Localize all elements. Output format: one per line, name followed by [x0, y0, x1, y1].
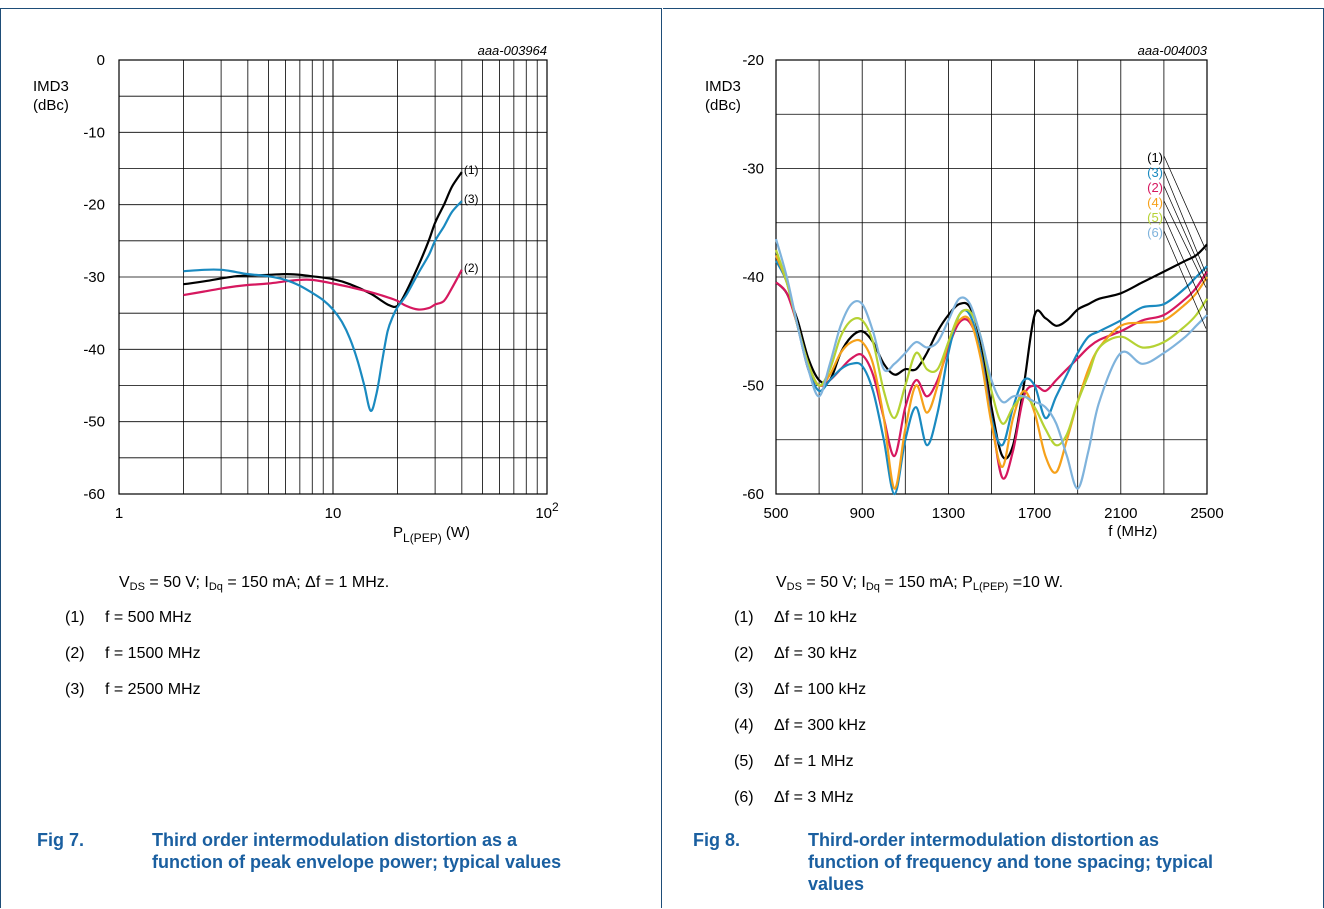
y-tick-label: -20	[83, 197, 105, 214]
fig8-number: Fig 8.	[693, 830, 741, 850]
x-tick-label: 10	[325, 505, 342, 522]
fig8-title: Third-order intermodulation distortion a…	[808, 830, 1214, 894]
fig7-caption: Fig 7. Third order intermodulation disto…	[37, 829, 657, 909]
y-tick-label: -30	[742, 161, 764, 178]
series-label: (3)	[464, 192, 479, 206]
chart-id-label: aaa-004003	[1138, 43, 1208, 58]
x-tick-label: 900	[850, 505, 875, 522]
legend-item: (1) f = 500 MHz	[65, 609, 192, 626]
figure-7-panel: 0 -10 -20 -30 -40 -50 -60 1 10 102 aaa-003964 IMD3 (…	[0, 8, 662, 908]
x-axis-label: f (MHz)	[1108, 523, 1157, 540]
fig7-title: Third order intermodulation distortion a…	[152, 830, 562, 872]
series-label-leader	[1163, 155, 1207, 251]
figure-8-panel: -20 -30 -40 -50 -60 500 900 1300 1700 2100 2500 aaa…	[663, 8, 1324, 908]
x-tick-label: 1300	[932, 505, 965, 522]
y-tick-label: -30	[83, 269, 105, 286]
y-tick-label: 0	[97, 52, 105, 69]
series-label-leader	[1163, 215, 1207, 311]
series-label: (4)	[1147, 195, 1163, 210]
series-line	[774, 249, 1208, 447]
series-line	[183, 171, 463, 309]
series-line	[183, 269, 463, 311]
fig7-conditions: VDS = 50 V; IDq = 150 mA; Δf = 1 MHz.	[119, 574, 390, 593]
chart-fig8: -20 -30 -40 -50 -60 500 900 1300 1700 2100 2500 aaa…	[705, 43, 1224, 540]
y-tick-label: -50	[83, 414, 105, 431]
x-tick-label: 500	[763, 505, 788, 522]
series-label: (2)	[1147, 180, 1163, 195]
fig8-conditions: VDS = 50 V; IDq = 150 mA; PL(PEP) =10 W.	[776, 574, 1064, 593]
series-line	[183, 200, 463, 412]
series-label: (5)	[1147, 210, 1163, 225]
fig7-number: Fig 7.	[37, 830, 85, 850]
x-tick-label: 2100	[1104, 505, 1137, 522]
x-tick-label: 1	[115, 505, 123, 522]
y-axis-label: IMD3	[33, 78, 69, 95]
x-tick-label: 102	[535, 500, 559, 522]
fig8-caption: Fig 8. Third-order intermodulation disto…	[693, 829, 1313, 909]
y-tick-label: -10	[83, 124, 105, 141]
y-tick-label: -40	[742, 269, 764, 286]
series-label: (6)	[1147, 225, 1163, 240]
legend-item: (5) Δf = 1 MHz	[734, 753, 854, 770]
series-label-leader	[1163, 230, 1207, 329]
series-label: (1)	[1147, 150, 1163, 165]
series-label: (2)	[464, 261, 479, 275]
legend-item: (2) f = 1500 MHz	[65, 645, 201, 662]
plot-frame	[118, 59, 548, 495]
x-tick-label: 2500	[1190, 505, 1223, 522]
legend-item: (3) Δf = 100 kHz	[734, 681, 867, 698]
y-tick-label: -60	[742, 486, 764, 503]
series-label: (1)	[464, 163, 479, 177]
x-axis-label: PL(PEP) (W)	[393, 524, 470, 545]
x-tick-label: 1700	[1018, 505, 1051, 522]
y-tick-label: -60	[83, 486, 105, 503]
legend-item: (1) Δf = 10 kHz	[734, 609, 858, 626]
legend-item: (2) Δf = 30 kHz	[734, 645, 858, 662]
y-axis-label-unit: (dBc)	[33, 97, 69, 114]
y-axis-label: IMD3	[705, 78, 741, 95]
series-line	[774, 238, 1208, 490]
y-axis-label-unit: (dBc)	[705, 97, 741, 114]
series-label-leader	[1163, 170, 1207, 274]
series-label: (3)	[1147, 165, 1163, 180]
chart-id-label: aaa-003964	[478, 43, 547, 58]
series-line	[775, 260, 1208, 496]
legend-item: (4) Δf = 300 kHz	[734, 717, 867, 734]
fig8-legend: (1) Δf = 10 kHz (2) Δf = 30 kHz (3) Δf = 10…	[734, 609, 1234, 825]
series-label-leader	[1163, 185, 1207, 281]
fig7-legend: (1) f = 500 MHz (2) f = 1500 MHz (3) f = 25…	[65, 609, 565, 717]
y-tick-label: -40	[83, 341, 105, 358]
y-tick-label: -50	[742, 378, 764, 395]
legend-item: (6) Δf = 3 MHz	[734, 789, 854, 806]
y-tick-label: -20	[742, 52, 764, 69]
chart-fig7: 0 -10 -20 -30 -40 -50 -60 1 10 102 aaa-003964 IMD3 (…	[33, 43, 559, 545]
series-label-leader	[1163, 200, 1207, 288]
legend-item: (3) f = 2500 MHz	[65, 681, 201, 698]
